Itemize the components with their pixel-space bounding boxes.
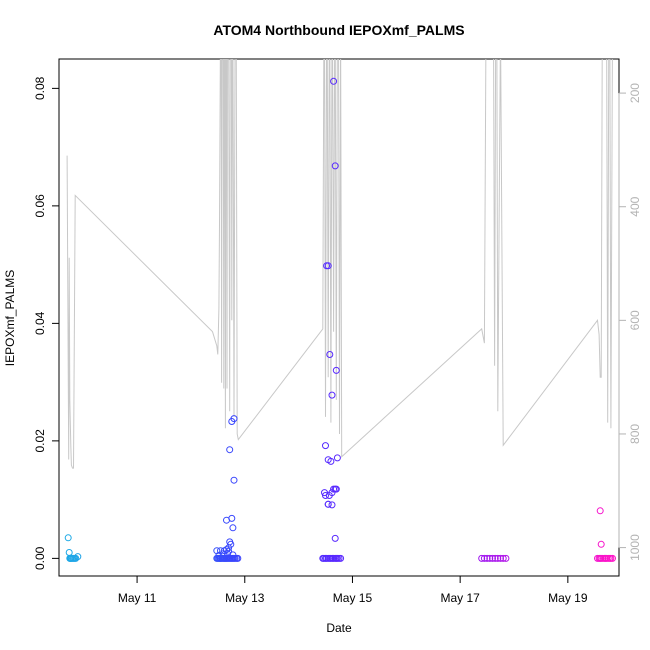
y2-tick-label: 1000 — [628, 534, 642, 561]
data-point — [64, 534, 72, 542]
x-axis: May 11 May 13 May 15 May 17 May 19 — [118, 575, 588, 605]
data-point — [74, 553, 82, 561]
data-point — [229, 524, 237, 532]
data-point — [333, 454, 341, 462]
data-point — [65, 549, 73, 556]
data-point — [483, 554, 491, 562]
data-point — [328, 501, 336, 509]
data-point — [223, 546, 230, 554]
x-tick-label: May 17 — [440, 591, 480, 605]
data-point — [328, 391, 336, 399]
data-point — [324, 500, 332, 508]
data-point — [497, 554, 504, 562]
data-point — [337, 554, 345, 562]
data-point — [215, 551, 223, 559]
data-point — [322, 442, 329, 450]
data-point — [478, 554, 486, 562]
y2-tick-label: 400 — [628, 196, 642, 216]
y-tick-label: 0.04 — [33, 311, 47, 335]
data-point — [226, 446, 234, 454]
data-point — [486, 554, 494, 562]
data-point — [609, 554, 616, 562]
data-point — [491, 554, 499, 562]
y-tick-label: 0.08 — [33, 76, 47, 100]
data-point — [325, 492, 333, 499]
x-tick-label: May 13 — [225, 591, 265, 605]
y-tick-label: 0.00 — [33, 546, 47, 570]
data-point — [596, 507, 604, 515]
data-point — [330, 77, 338, 85]
pressure-series-layer — [66, 59, 613, 469]
data-point — [72, 554, 80, 562]
y-axis-left: 0.00 0.02 0.04 0.06 0.08 — [33, 76, 60, 570]
data-point — [494, 554, 502, 562]
data-point — [227, 540, 235, 548]
y2-tick-label: 800 — [628, 424, 642, 444]
data-point — [331, 534, 339, 542]
data-point — [228, 514, 236, 522]
y2-tick-label: 200 — [628, 83, 642, 103]
scatter-points-layer — [64, 77, 616, 562]
y-tick-label: 0.02 — [33, 429, 47, 453]
y-axis-title: IEPOXmf_PALMS — [3, 270, 17, 366]
data-point — [326, 351, 334, 358]
data-point — [327, 457, 335, 465]
y-tick-label: 0.06 — [33, 194, 47, 218]
y-axis-right: 200 400 600 800 1000 — [618, 83, 642, 561]
data-point — [489, 554, 496, 562]
x-axis-title: Date — [326, 621, 352, 635]
pressure-line — [66, 59, 613, 469]
data-point — [331, 162, 339, 170]
x-tick-label: May 11 — [118, 591, 157, 605]
data-point — [332, 366, 340, 374]
data-point — [225, 544, 233, 552]
chart-title: ATOM4 Northbound IEPOXmf_PALMS — [213, 22, 464, 38]
y2-tick-label: 600 — [628, 310, 642, 330]
data-point — [597, 540, 605, 548]
x-tick-label: May 15 — [333, 591, 373, 605]
data-point — [230, 415, 238, 423]
data-point — [480, 554, 488, 562]
data-point — [502, 554, 510, 562]
x-tick-label: May 19 — [548, 591, 588, 605]
data-point — [322, 492, 329, 499]
data-point — [499, 554, 507, 562]
data-point — [324, 262, 332, 270]
data-point — [234, 554, 242, 562]
data-point — [230, 476, 238, 484]
